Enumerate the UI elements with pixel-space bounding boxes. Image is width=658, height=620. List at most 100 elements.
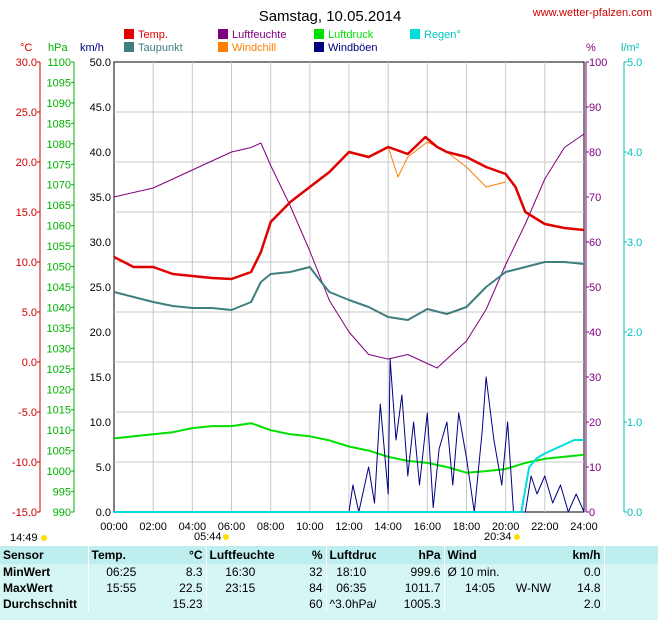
stats-hum-value: 32 <box>309 565 323 579</box>
axis-tick-pressure: 1085 <box>47 118 71 130</box>
stats-header-sensor: Sensor <box>0 546 88 564</box>
axis-tick-pressure: 1060 <box>47 221 71 233</box>
unit-label-temp: °C <box>20 42 32 54</box>
stats-hum-value: 60 <box>309 597 323 611</box>
stats-row-avg: Durchschnitt 15.23 60 ^3.0hPa/h 1005.3 2… <box>0 596 658 612</box>
x-tick-label: 14:00 <box>374 521 402 533</box>
legend-label: Windchill <box>232 42 276 54</box>
stats-header-wind-unit: km/h <box>554 546 604 564</box>
axis-tick-humidity: 80 <box>589 147 601 159</box>
sunrise-icon <box>223 534 229 540</box>
series-line-windben <box>114 358 585 513</box>
axis-tick-pressure: 1045 <box>47 282 71 294</box>
legend-label: Temp. <box>138 29 168 41</box>
axis-tick-wind: 10.0 <box>90 417 111 429</box>
axis-tick-rain: 1.0 <box>627 417 642 429</box>
legend-swatch <box>314 42 324 52</box>
stats-row-label: MaxWert <box>3 581 53 595</box>
axis-tick-wind: 0.0 <box>96 507 111 519</box>
axis-tick-pressure: 1055 <box>47 241 71 253</box>
x-tick-label: 20:00 <box>492 521 520 533</box>
axis-tick-temp: -10.0 <box>12 457 37 469</box>
x-tick-label: 10:00 <box>296 521 324 533</box>
axis-tick-wind: 20.0 <box>90 327 111 339</box>
axis-tick-pressure: 1100 <box>47 57 71 69</box>
stats-header-humidity-unit: % <box>274 546 326 564</box>
legend-swatch <box>410 29 420 39</box>
chart-series <box>113 133 585 513</box>
unit-label-rain: l/m² <box>621 42 640 54</box>
stats-wind-value: 0.0 <box>583 565 601 579</box>
legend-swatch <box>218 29 228 39</box>
legend-label: Luftfeuchte <box>232 29 286 41</box>
stats-header-temp: Temp. <box>87 546 154 564</box>
series-line-luftfeuchte <box>113 133 585 369</box>
axis-tick-wind: 5.0 <box>96 462 111 474</box>
axis-tick-humidity: 100 <box>589 57 607 69</box>
stats-temp-value: 8.3 <box>185 565 203 579</box>
axis-tick-pressure: 1025 <box>47 364 71 376</box>
x-tick-label: 22:00 <box>531 521 559 533</box>
x-tick-label: 16:00 <box>414 521 442 533</box>
axis-tick-temp: 15.0 <box>16 207 37 219</box>
axis-tick-temp: 5.0 <box>22 307 37 319</box>
legend-swatch <box>314 29 324 39</box>
axis-tick-pressure: 1040 <box>47 302 71 314</box>
axis-tick-pressure: 1065 <box>47 200 71 212</box>
stats-press-trend: ^3.0hPa/h <box>325 596 376 612</box>
axis-tick-wind: 35.0 <box>90 192 111 204</box>
axis-tick-pressure: 990 <box>53 507 71 519</box>
axis-tick-rain: 2.0 <box>627 327 642 339</box>
axis-tick-pressure: 1005 <box>47 446 71 458</box>
legend-swatch <box>218 42 228 52</box>
axis-tick-rain: 5.0 <box>627 57 642 69</box>
axis-tick-temp: 20.0 <box>16 157 37 169</box>
axis-tick-pressure: 995 <box>53 487 71 499</box>
legend-label: Luftdruck <box>328 29 374 41</box>
legend-swatch <box>124 29 134 39</box>
series-line-luftdruck <box>113 422 585 474</box>
axis-tick-temp: 0.0 <box>22 357 37 369</box>
axis-tick-rain: 4.0 <box>627 147 642 159</box>
axis-tick-pressure: 1090 <box>47 98 71 110</box>
axis-tick-temp: 10.0 <box>16 257 37 269</box>
axis-tick-wind: 40.0 <box>90 147 111 159</box>
axis-tick-wind: 30.0 <box>90 237 111 249</box>
stats-temp-time: 06:25 <box>87 564 154 580</box>
x-tick-label: 06:00 <box>218 521 246 533</box>
axis-tick-wind: 50.0 <box>90 57 111 69</box>
axis-tick-humidity: 20 <box>589 417 601 429</box>
axis-tick-wind: 45.0 <box>90 102 111 114</box>
stats-hum-time: 23:15 <box>205 580 274 596</box>
legend-label: Windböen <box>328 42 378 54</box>
weather-chart: Samstag, 10.05.2014 www.wetter-pfalzen.c… <box>10 7 652 544</box>
axis-tick-wind: 15.0 <box>90 372 111 384</box>
x-tick-label: 04:00 <box>179 521 207 533</box>
axis-tick-pressure: 1010 <box>47 425 71 437</box>
x-tick-label: 12:00 <box>335 521 363 533</box>
axis-tick-rain: 3.0 <box>627 237 642 249</box>
x-tick-label: 02:00 <box>139 521 167 533</box>
axis-tick-pressure: 1000 <box>47 466 71 478</box>
stats-wind-direction: W-NW <box>515 581 551 595</box>
axis-tick-pressure: 1095 <box>47 77 71 89</box>
info-time-label: 14:49 <box>10 532 38 544</box>
source-link[interactable]: www.wetter-pfalzen.com <box>532 7 652 19</box>
stats-hum-time: 16:30 <box>205 564 274 580</box>
sunset-icon <box>514 534 520 540</box>
stats-temp-value: 15.23 <box>172 597 203 611</box>
axis-tick-pressure: 1070 <box>47 180 71 192</box>
stats-header-pressure-unit: hPa <box>376 546 444 564</box>
chart-date-title: Samstag, 10.05.2014 <box>259 8 402 25</box>
stats-header-temp-unit: °C <box>154 546 206 564</box>
axis-tick-pressure: 1080 <box>47 139 71 151</box>
axis-tick-humidity: 0 <box>589 507 595 519</box>
axis-tick-humidity: 10 <box>589 462 601 474</box>
sunrise-label: 05:44 <box>194 531 222 543</box>
stats-temp-time <box>87 596 154 612</box>
stats-press-value: 1005.3 <box>403 597 441 611</box>
series-line-temp <box>113 135 585 281</box>
axis-tick-pressure: 1050 <box>47 262 71 274</box>
stats-header-row: Sensor Temp. °C Luftfeuchte % Luftdruck … <box>0 546 658 564</box>
